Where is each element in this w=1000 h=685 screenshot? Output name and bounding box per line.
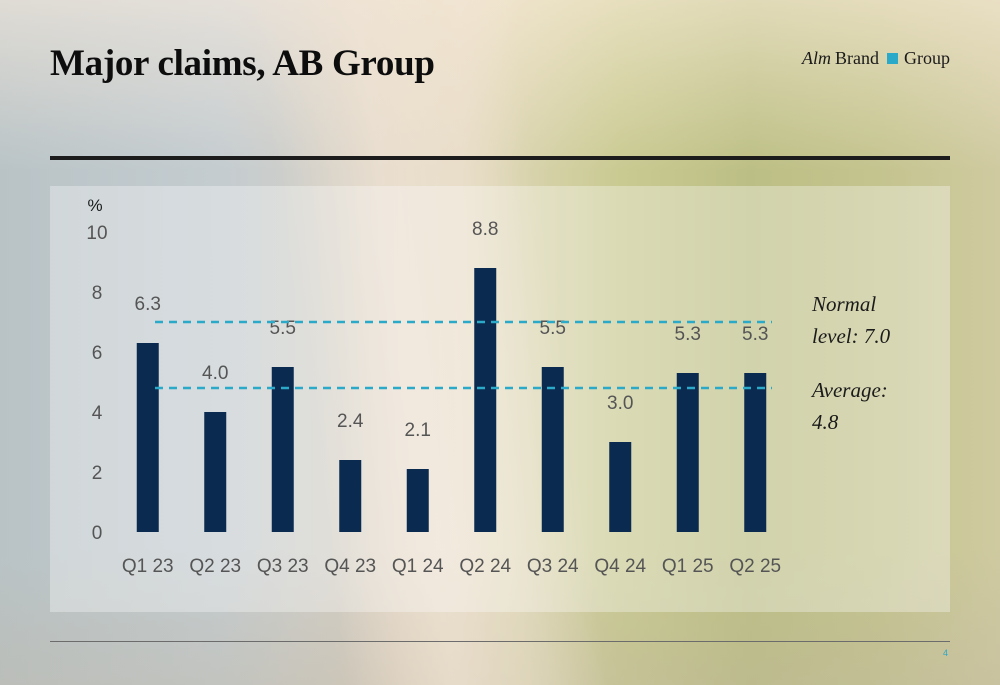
x-tick-label: Q3 24	[527, 556, 579, 577]
bar	[204, 412, 227, 532]
bar-value-label: 5.3	[742, 324, 768, 345]
logo-brand: Brand	[835, 48, 879, 68]
normal-level-label-line2: level: 7.0	[812, 324, 891, 348]
bar-value-label: 3.0	[607, 393, 633, 414]
y-tick-label: 6	[92, 343, 103, 364]
bar	[406, 469, 429, 532]
bar	[744, 373, 767, 532]
bar-value-label: 5.5	[540, 318, 566, 339]
bar-value-label: 2.4	[337, 411, 364, 432]
title-divider	[50, 156, 950, 160]
bar	[609, 442, 632, 532]
bar	[474, 268, 497, 532]
y-tick-label: 2	[92, 463, 103, 484]
y-axis-unit-label: %	[87, 196, 102, 215]
bar-value-label: 6.3	[135, 294, 161, 315]
bar	[676, 373, 699, 532]
bar	[136, 343, 159, 532]
x-tick-label: Q2 25	[729, 556, 781, 577]
logo-alm: Alm	[802, 48, 831, 68]
company-logo: Alm Brand Group	[802, 48, 950, 69]
y-tick-label: 4	[92, 403, 103, 424]
bar-value-label: 8.8	[472, 219, 498, 240]
x-tick-label: Q4 24	[594, 556, 646, 577]
y-tick-label: 0	[92, 523, 103, 544]
bar	[339, 460, 362, 532]
x-tick-label: Q1 23	[122, 556, 174, 577]
bar-value-label: 5.5	[270, 318, 296, 339]
page-number: 4	[942, 648, 948, 658]
bar	[271, 367, 294, 532]
logo-group: Group	[904, 48, 950, 68]
x-tick-label: Q4 23	[324, 556, 376, 577]
y-tick-label: 8	[92, 283, 103, 304]
bar-value-label: 4.0	[202, 363, 228, 384]
footer-divider	[50, 641, 950, 642]
average-label-line1: Average:	[812, 378, 888, 402]
normal-level-label: Normal level: 7.0	[812, 288, 922, 352]
bar	[541, 367, 564, 532]
x-tick-label: Q2 24	[459, 556, 511, 577]
x-tick-label: Q3 23	[257, 556, 309, 577]
y-tick-label: 10	[86, 223, 107, 244]
x-tick-label: Q1 24	[392, 556, 444, 577]
bar-value-label: 5.3	[675, 324, 701, 345]
page-title: Major claims, AB Group	[50, 43, 435, 84]
x-tick-label: Q2 23	[189, 556, 241, 577]
logo-square-icon	[887, 53, 898, 64]
x-tick-label: Q1 25	[662, 556, 714, 577]
average-label: Average: 4.8	[812, 374, 922, 438]
chart-panel	[50, 186, 950, 612]
bar-value-label: 2.1	[405, 420, 431, 441]
normal-level-label-line1: Normal	[812, 292, 877, 316]
average-label-line2: 4.8	[812, 410, 839, 434]
